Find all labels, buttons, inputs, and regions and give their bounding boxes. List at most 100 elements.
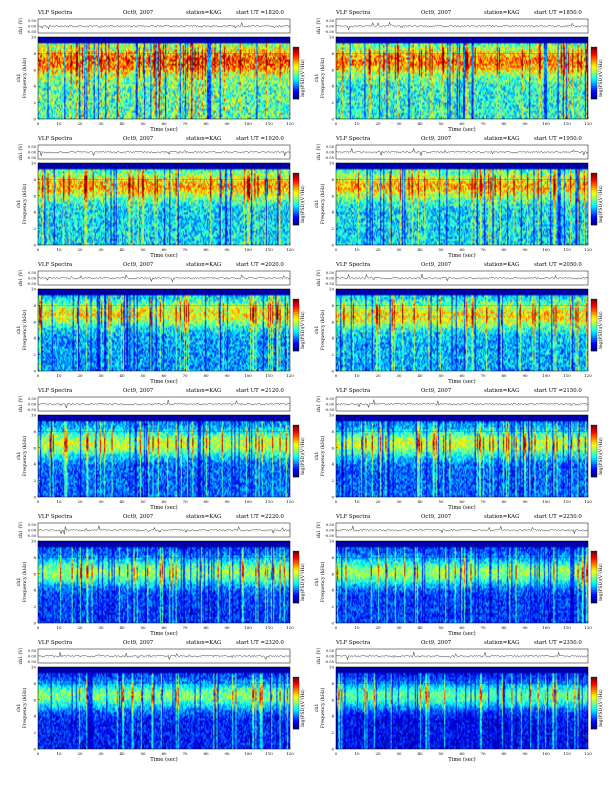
y-tick-label: 6 <box>33 193 36 198</box>
colorbar-segment <box>293 322 299 326</box>
x-tick-label: 30 <box>396 247 402 252</box>
x-tick-label: 0 <box>37 247 40 252</box>
colorbar-segment <box>293 709 299 712</box>
x-tick-label: 60 <box>161 121 167 126</box>
x-tick-label: 40 <box>417 499 423 504</box>
trace-tick-label: 0.00 <box>28 276 37 280</box>
colorbar-segment <box>591 690 597 693</box>
x-tick-label: 100 <box>244 625 252 630</box>
colorbar-segment <box>591 303 597 306</box>
ylabel-frequency: Frequency (kHz) <box>21 309 28 350</box>
colorbar-segment <box>293 299 299 302</box>
colorbar-segment <box>591 718 597 721</box>
colorbar-segment <box>293 196 299 200</box>
colorbar-segment <box>293 685 299 689</box>
colorbar-segment <box>591 312 597 315</box>
xlabel: Time (sec) <box>448 504 475 511</box>
colorbar-segment <box>293 81 299 85</box>
x-tick-label: 10 <box>354 247 360 252</box>
x-tick-label: 20 <box>375 499 381 504</box>
colorbar-segment <box>293 331 299 334</box>
colorbar-segment <box>293 442 299 445</box>
y-tick-label: 0 <box>33 747 36 752</box>
trace-tick-label: -0.50 <box>27 282 37 286</box>
colorbar-frame <box>590 46 598 100</box>
colorbar-segment <box>591 199 597 202</box>
spectrogram-image <box>336 541 588 623</box>
y-tick-label: 0 <box>331 117 334 122</box>
x-tick-label: 40 <box>417 373 423 378</box>
colorbar-segment <box>591 451 597 454</box>
colorbar-segment <box>293 448 299 452</box>
x-tick-label: 80 <box>203 625 209 630</box>
y-tick-label: 8 <box>33 303 36 308</box>
y-tick-label: 4 <box>33 84 36 89</box>
x-tick-label: 80 <box>501 121 507 126</box>
trace-frame <box>335 18 589 34</box>
colorbar-segment <box>591 90 597 93</box>
trace-line <box>37 652 291 661</box>
trace-tick-label: 0.50 <box>326 271 335 275</box>
colorbar-segment <box>591 716 597 719</box>
x-tick-label: 70 <box>480 751 486 756</box>
colorbar-segment <box>293 209 299 213</box>
spectrogram-panel: VLF Spectra Oct9, 2007 station=KAG start UT… <box>306 132 606 260</box>
trace-tick-label: 0.50 <box>326 649 335 653</box>
trace-tick-label: 0.50 <box>28 649 37 653</box>
x-tick-label: 120 <box>286 247 294 252</box>
panel-start-ut: start UT =2350.0 <box>534 640 582 646</box>
trace-tick-label: -0.50 <box>325 30 335 34</box>
x-tick-label: 110 <box>265 625 273 630</box>
colorbar-segment <box>591 574 597 578</box>
x-tick-label: 50 <box>140 121 146 126</box>
colorbar-segment <box>591 551 597 554</box>
x-tick-label: 30 <box>396 499 402 504</box>
y-tick-label: 4 <box>331 336 334 341</box>
panel-station: station=KAG <box>484 262 519 268</box>
x-tick-label: 90 <box>224 499 230 504</box>
y-tick-label: 4 <box>331 462 334 467</box>
colorbar-segment <box>293 716 299 719</box>
colorbar-segment <box>293 577 299 580</box>
trace-tick-label: 0.50 <box>28 397 37 401</box>
colorbar-segment <box>591 203 597 206</box>
x-tick-label: 110 <box>265 121 273 126</box>
colorbar-segment <box>591 314 597 317</box>
colorbar-segment <box>591 598 597 602</box>
colorbar-segment <box>293 470 299 473</box>
colorbar-segment <box>591 464 597 467</box>
panel-title: VLF Spectra <box>37 136 73 142</box>
x-tick-label: 100 <box>542 247 550 252</box>
colorbar-segment <box>591 309 597 313</box>
trace-tick-label: 0.50 <box>28 523 37 527</box>
spectrogram-image <box>38 289 290 371</box>
y-tick-label: 0 <box>33 117 36 122</box>
colorbar-segment <box>293 690 299 693</box>
colorbar-segment <box>293 73 299 76</box>
x-tick-label: 70 <box>182 751 188 756</box>
colorbar-segment <box>591 446 597 450</box>
trace-line <box>335 21 589 31</box>
spectrogram-panel: VLF Spectra Oct9, 2007 station=KAG start UT… <box>8 258 308 386</box>
trace-frame <box>37 396 291 412</box>
y-tick-label: 8 <box>331 303 334 308</box>
trace-tick-label: 0.00 <box>28 150 37 154</box>
x-tick-label: 120 <box>286 751 294 756</box>
colorbar-segment <box>591 335 597 339</box>
colorbar-segment <box>293 57 299 61</box>
x-tick-label: 30 <box>98 247 104 252</box>
y-tick-label: 2 <box>33 730 36 735</box>
colorbar-segment <box>591 429 597 432</box>
colorbar-label: log(PSD)(V²/Hz) <box>299 185 306 223</box>
trace-ylabel: ch1 (V) <box>17 395 24 412</box>
colorbar-segment <box>591 70 597 74</box>
x-tick-label: 110 <box>265 373 273 378</box>
x-tick-label: 90 <box>224 373 230 378</box>
colorbar-segment <box>293 451 299 454</box>
colorbar-segment <box>591 75 597 78</box>
colorbar-segment <box>293 459 299 463</box>
x-tick-label: 40 <box>119 751 125 756</box>
colorbar-segment <box>293 600 299 604</box>
x-tick-label: 80 <box>501 499 507 504</box>
y-tick-label: 8 <box>33 51 36 56</box>
